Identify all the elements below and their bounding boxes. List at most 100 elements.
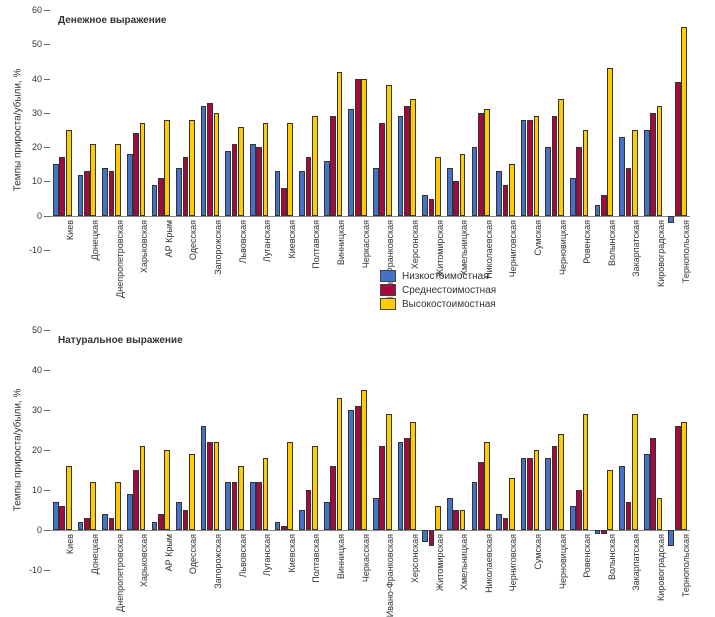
- bar: [404, 438, 410, 530]
- bar: [435, 506, 441, 530]
- ytick-label: 40: [32, 74, 42, 84]
- category-label: Киевская: [287, 220, 297, 258]
- category-label: Херсонская: [410, 534, 420, 583]
- bar: [299, 171, 305, 216]
- category-label: Житомирская: [435, 220, 445, 277]
- bar: [650, 438, 656, 530]
- ytick-label: 30: [32, 405, 42, 415]
- category-label: Сумская: [533, 534, 543, 570]
- category-label: Львовская: [238, 220, 248, 263]
- bar: [275, 171, 281, 216]
- category-label: Сумская: [533, 220, 543, 256]
- category-label: Киев: [65, 534, 75, 554]
- bar: [478, 462, 484, 530]
- bar: [263, 458, 269, 530]
- bar: [422, 195, 428, 216]
- bar: [570, 506, 576, 530]
- bar: [607, 470, 613, 530]
- category-label: Харьковская: [139, 534, 149, 587]
- bar: [225, 151, 231, 216]
- bar: [287, 442, 293, 530]
- bar: [158, 514, 164, 530]
- ytick-label: 50: [32, 39, 42, 49]
- bar: [373, 498, 379, 530]
- bar: [84, 518, 90, 530]
- bar: [238, 466, 244, 530]
- bar: [90, 144, 96, 216]
- bar: [201, 426, 207, 530]
- bar: [78, 175, 84, 216]
- bar: [601, 530, 607, 534]
- bar: [66, 130, 72, 216]
- bar: [306, 490, 312, 530]
- ytick-label: 10: [32, 176, 42, 186]
- ytick: [44, 530, 50, 531]
- bar: [429, 530, 435, 546]
- ytick: [44, 44, 50, 45]
- bar: [675, 426, 681, 530]
- category-label: Луганская: [262, 534, 272, 576]
- bar: [626, 168, 632, 216]
- ytick-label: 0: [37, 211, 42, 221]
- category-label: Винницкая: [336, 534, 346, 579]
- ytick-label: 20: [32, 445, 42, 455]
- panel-monetary: -100102030405060КиевДонецкаяДнепропетров…: [50, 10, 690, 250]
- bar: [256, 147, 262, 216]
- bar: [373, 168, 379, 216]
- bar: [478, 113, 484, 216]
- category-label: Полтавская: [311, 534, 321, 583]
- bar: [355, 79, 361, 216]
- bar: [207, 103, 213, 216]
- bar: [472, 482, 478, 530]
- bar: [619, 137, 625, 216]
- bar: [626, 502, 632, 530]
- legend: Низкостоимостная Среднестоимостная Высок…: [380, 270, 496, 312]
- category-label: Волынская: [607, 220, 617, 266]
- bar: [460, 510, 466, 530]
- bar: [668, 530, 674, 546]
- bar: [281, 526, 287, 530]
- ytick-label: 10: [32, 485, 42, 495]
- legend-label-mid: Среднестоимостная: [402, 285, 496, 296]
- bar: [503, 185, 509, 216]
- bar: [324, 502, 330, 530]
- category-label: Тернопольская: [681, 220, 691, 283]
- bar: [379, 123, 385, 216]
- bar: [102, 168, 108, 216]
- bar: [140, 446, 146, 530]
- bar: [681, 27, 687, 216]
- bar: [657, 106, 663, 216]
- category-label: Львовская: [238, 534, 248, 577]
- bar: [183, 510, 189, 530]
- bar: [632, 130, 638, 216]
- bar: [176, 168, 182, 216]
- bar: [521, 458, 527, 530]
- ytick-label: 60: [32, 5, 42, 15]
- category-label: Донецкая: [90, 534, 100, 574]
- category-label: Черниговская: [508, 220, 518, 277]
- legend-label-high: Высокостоимостная: [402, 299, 496, 310]
- bar: [250, 144, 256, 216]
- category-label: Запорожская: [213, 534, 223, 589]
- bar: [527, 120, 533, 216]
- bar: [472, 147, 478, 216]
- ytick: [44, 330, 50, 331]
- bar: [435, 157, 441, 215]
- ytick-label: 40: [32, 365, 42, 375]
- bar: [644, 130, 650, 216]
- bar: [509, 478, 515, 530]
- bar: [545, 147, 551, 216]
- bar: [398, 442, 404, 530]
- category-label: Одесская: [188, 220, 198, 260]
- ytick-label: -10: [29, 245, 42, 255]
- category-label: Луганская: [262, 220, 272, 262]
- bar: [632, 414, 638, 530]
- category-label: АР Крым: [164, 220, 174, 257]
- category-label: Кировоградская: [656, 534, 666, 601]
- ytick: [44, 147, 50, 148]
- category-label: Хмельницкая: [459, 220, 469, 276]
- category-label: Хмельницкая: [459, 534, 469, 590]
- panel-natural: -1001020304050КиевДонецкаяДнепропетровск…: [50, 330, 690, 570]
- bar: [102, 514, 108, 530]
- ytick-label: 50: [32, 325, 42, 335]
